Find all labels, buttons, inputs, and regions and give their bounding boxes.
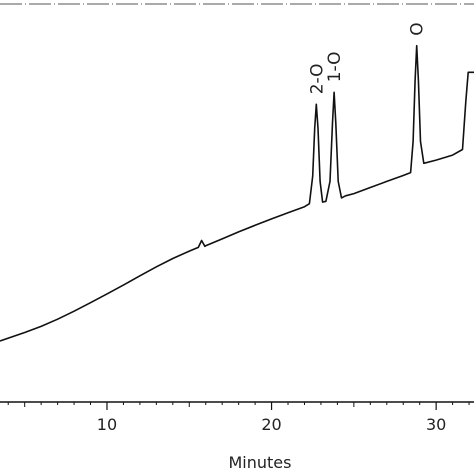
- x-axis: 10 20 30: [0, 401, 474, 434]
- series-line-0: [0, 44, 474, 342]
- peak-labels: 2-O1-O O: [307, 22, 427, 94]
- peak-label-1: 1-O: [325, 51, 345, 82]
- x-tick-label: 20: [261, 415, 281, 434]
- x-tick-label: 30: [426, 415, 446, 434]
- x-tick-label: 10: [97, 415, 117, 434]
- x-axis-title: Minutes: [229, 453, 292, 472]
- peak-label-2: O: [408, 22, 428, 35]
- peak-label-0: 2-O: [307, 63, 327, 94]
- plot-area: [0, 44, 474, 342]
